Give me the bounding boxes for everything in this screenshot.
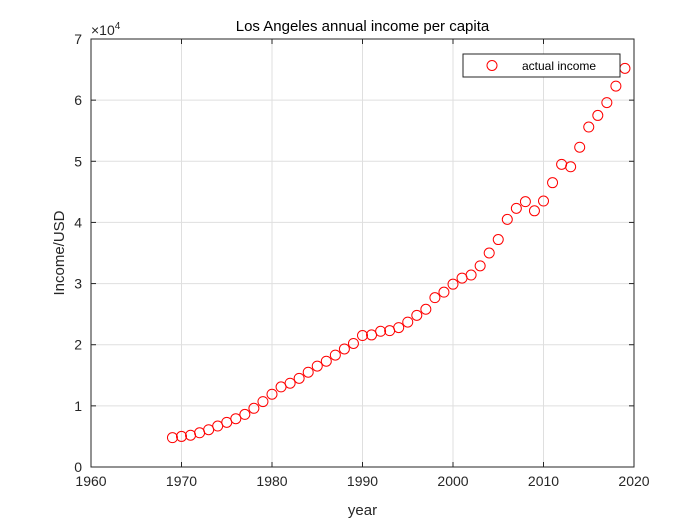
data-point <box>483 247 495 259</box>
y-axis-label: Income/USD <box>51 210 68 295</box>
grid-lines <box>91 39 634 467</box>
data-point <box>583 121 595 133</box>
data-point <box>510 202 522 214</box>
data-point <box>420 303 432 315</box>
data-point <box>547 177 559 189</box>
legend-label: actual income <box>522 59 596 73</box>
data-points <box>166 62 631 444</box>
data-point <box>592 109 604 121</box>
data-point <box>239 408 251 420</box>
y-tick-label: 5 <box>74 153 82 169</box>
y-exponent: ×104 <box>91 21 121 38</box>
legend-marker <box>486 60 498 71</box>
data-point <box>176 430 187 442</box>
data-point <box>528 205 540 217</box>
data-point <box>248 402 260 414</box>
y-axis: 0 1 2 3 4 5 6 7 <box>74 31 634 475</box>
x-tick-label: 1960 <box>75 473 106 489</box>
data-point <box>347 337 359 349</box>
y-tick-label: 2 <box>74 337 82 353</box>
data-point <box>519 196 531 208</box>
x-axis-label: year <box>348 502 377 519</box>
data-point <box>293 372 305 384</box>
data-point <box>474 260 486 272</box>
data-point <box>266 388 278 400</box>
data-point <box>465 269 477 281</box>
x-tick-label: 1970 <box>166 473 197 489</box>
data-point <box>429 292 441 304</box>
y-tick-label: 0 <box>74 459 82 475</box>
x-tick-label: 2000 <box>437 473 468 489</box>
x-tick-label: 2010 <box>528 473 559 489</box>
data-point <box>610 80 622 92</box>
data-point <box>501 213 513 225</box>
data-point <box>357 330 368 342</box>
y-tick-label: 7 <box>74 31 82 47</box>
data-point <box>565 161 577 173</box>
x-tick-label: 1980 <box>256 473 287 489</box>
y-tick-label: 6 <box>74 92 82 108</box>
data-point <box>302 366 314 378</box>
x-axis: 1960 1970 1980 1990 2000 2010 2020 <box>75 39 650 489</box>
plot-frame <box>90 38 635 468</box>
legend: actual income <box>462 53 621 78</box>
data-point <box>230 413 242 425</box>
y-tick-label: 4 <box>74 214 82 230</box>
x-tick-label: 1990 <box>347 473 378 489</box>
data-point <box>438 286 450 298</box>
x-tick-label: 2020 <box>618 473 649 489</box>
data-point <box>320 355 332 367</box>
data-point <box>447 278 459 290</box>
data-point <box>166 432 178 444</box>
data-point <box>311 360 323 372</box>
data-point <box>329 349 341 361</box>
data-point <box>601 97 613 109</box>
data-point <box>492 234 504 246</box>
y-tick-label: 1 <box>74 398 82 414</box>
data-point <box>538 195 549 207</box>
data-point <box>338 343 350 355</box>
legend-box <box>462 53 621 78</box>
data-point <box>411 309 423 321</box>
y-tick-label: 3 <box>74 276 82 292</box>
data-point <box>257 396 269 408</box>
data-point <box>375 325 387 337</box>
data-point <box>393 322 405 334</box>
data-point <box>284 377 296 389</box>
chart-title: Los Angeles annual income per capita <box>236 18 490 35</box>
data-point <box>402 316 414 328</box>
data-point <box>574 141 586 153</box>
